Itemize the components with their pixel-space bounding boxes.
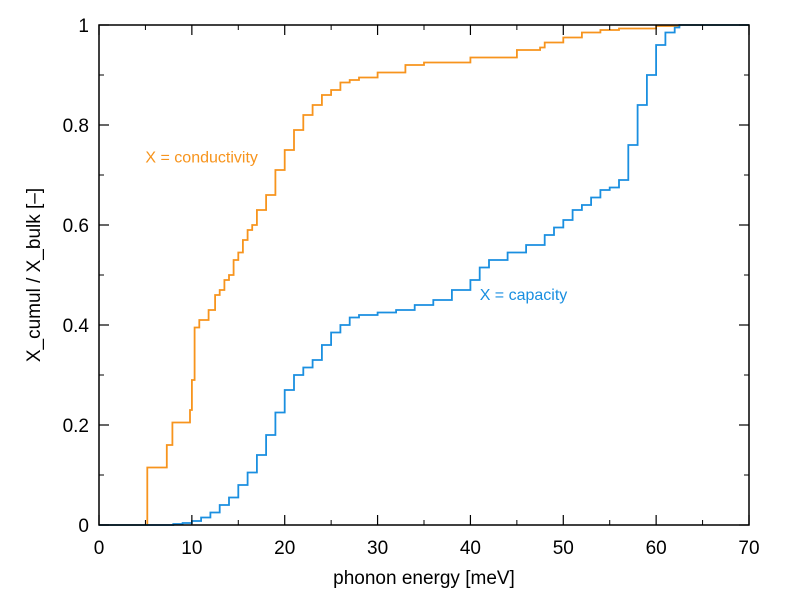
x-tick-label: 60 (646, 538, 667, 559)
y-tick-label: 0.4 (63, 316, 90, 337)
x-tick-label: 70 (738, 538, 759, 559)
tick-layer: 0 10 20 30 40 50 60 70 0 0.2 0.4 0.6 0.8 1 (63, 16, 760, 559)
y-tick-label: 0 (78, 516, 89, 537)
y-tick-label: 1 (78, 16, 89, 37)
y-tick-label: 0.8 (63, 116, 89, 137)
y-tick-label: 0.2 (63, 416, 89, 437)
plot-frame (98, 24, 750, 526)
series-line-0 (99, 24, 749, 526)
y-axis-title: X_cumul / X_bulk [–] (24, 188, 45, 362)
series-layer (99, 24, 749, 526)
annotation-capacity: X = capacity (480, 287, 568, 304)
x-tick-label: 40 (460, 538, 481, 559)
x-axis-title: phonon energy [meV] (333, 568, 515, 589)
annotation-conductivity: X = conductivity (145, 150, 258, 167)
series-line-1 (99, 24, 749, 526)
x-tick-label: 0 (94, 538, 105, 559)
y-tick-label: 0.6 (63, 216, 89, 237)
x-tick-label: 30 (367, 538, 388, 559)
x-tick-label: 20 (274, 538, 295, 559)
x-tick-label: 50 (553, 538, 574, 559)
x-tick-label: 10 (181, 538, 202, 559)
